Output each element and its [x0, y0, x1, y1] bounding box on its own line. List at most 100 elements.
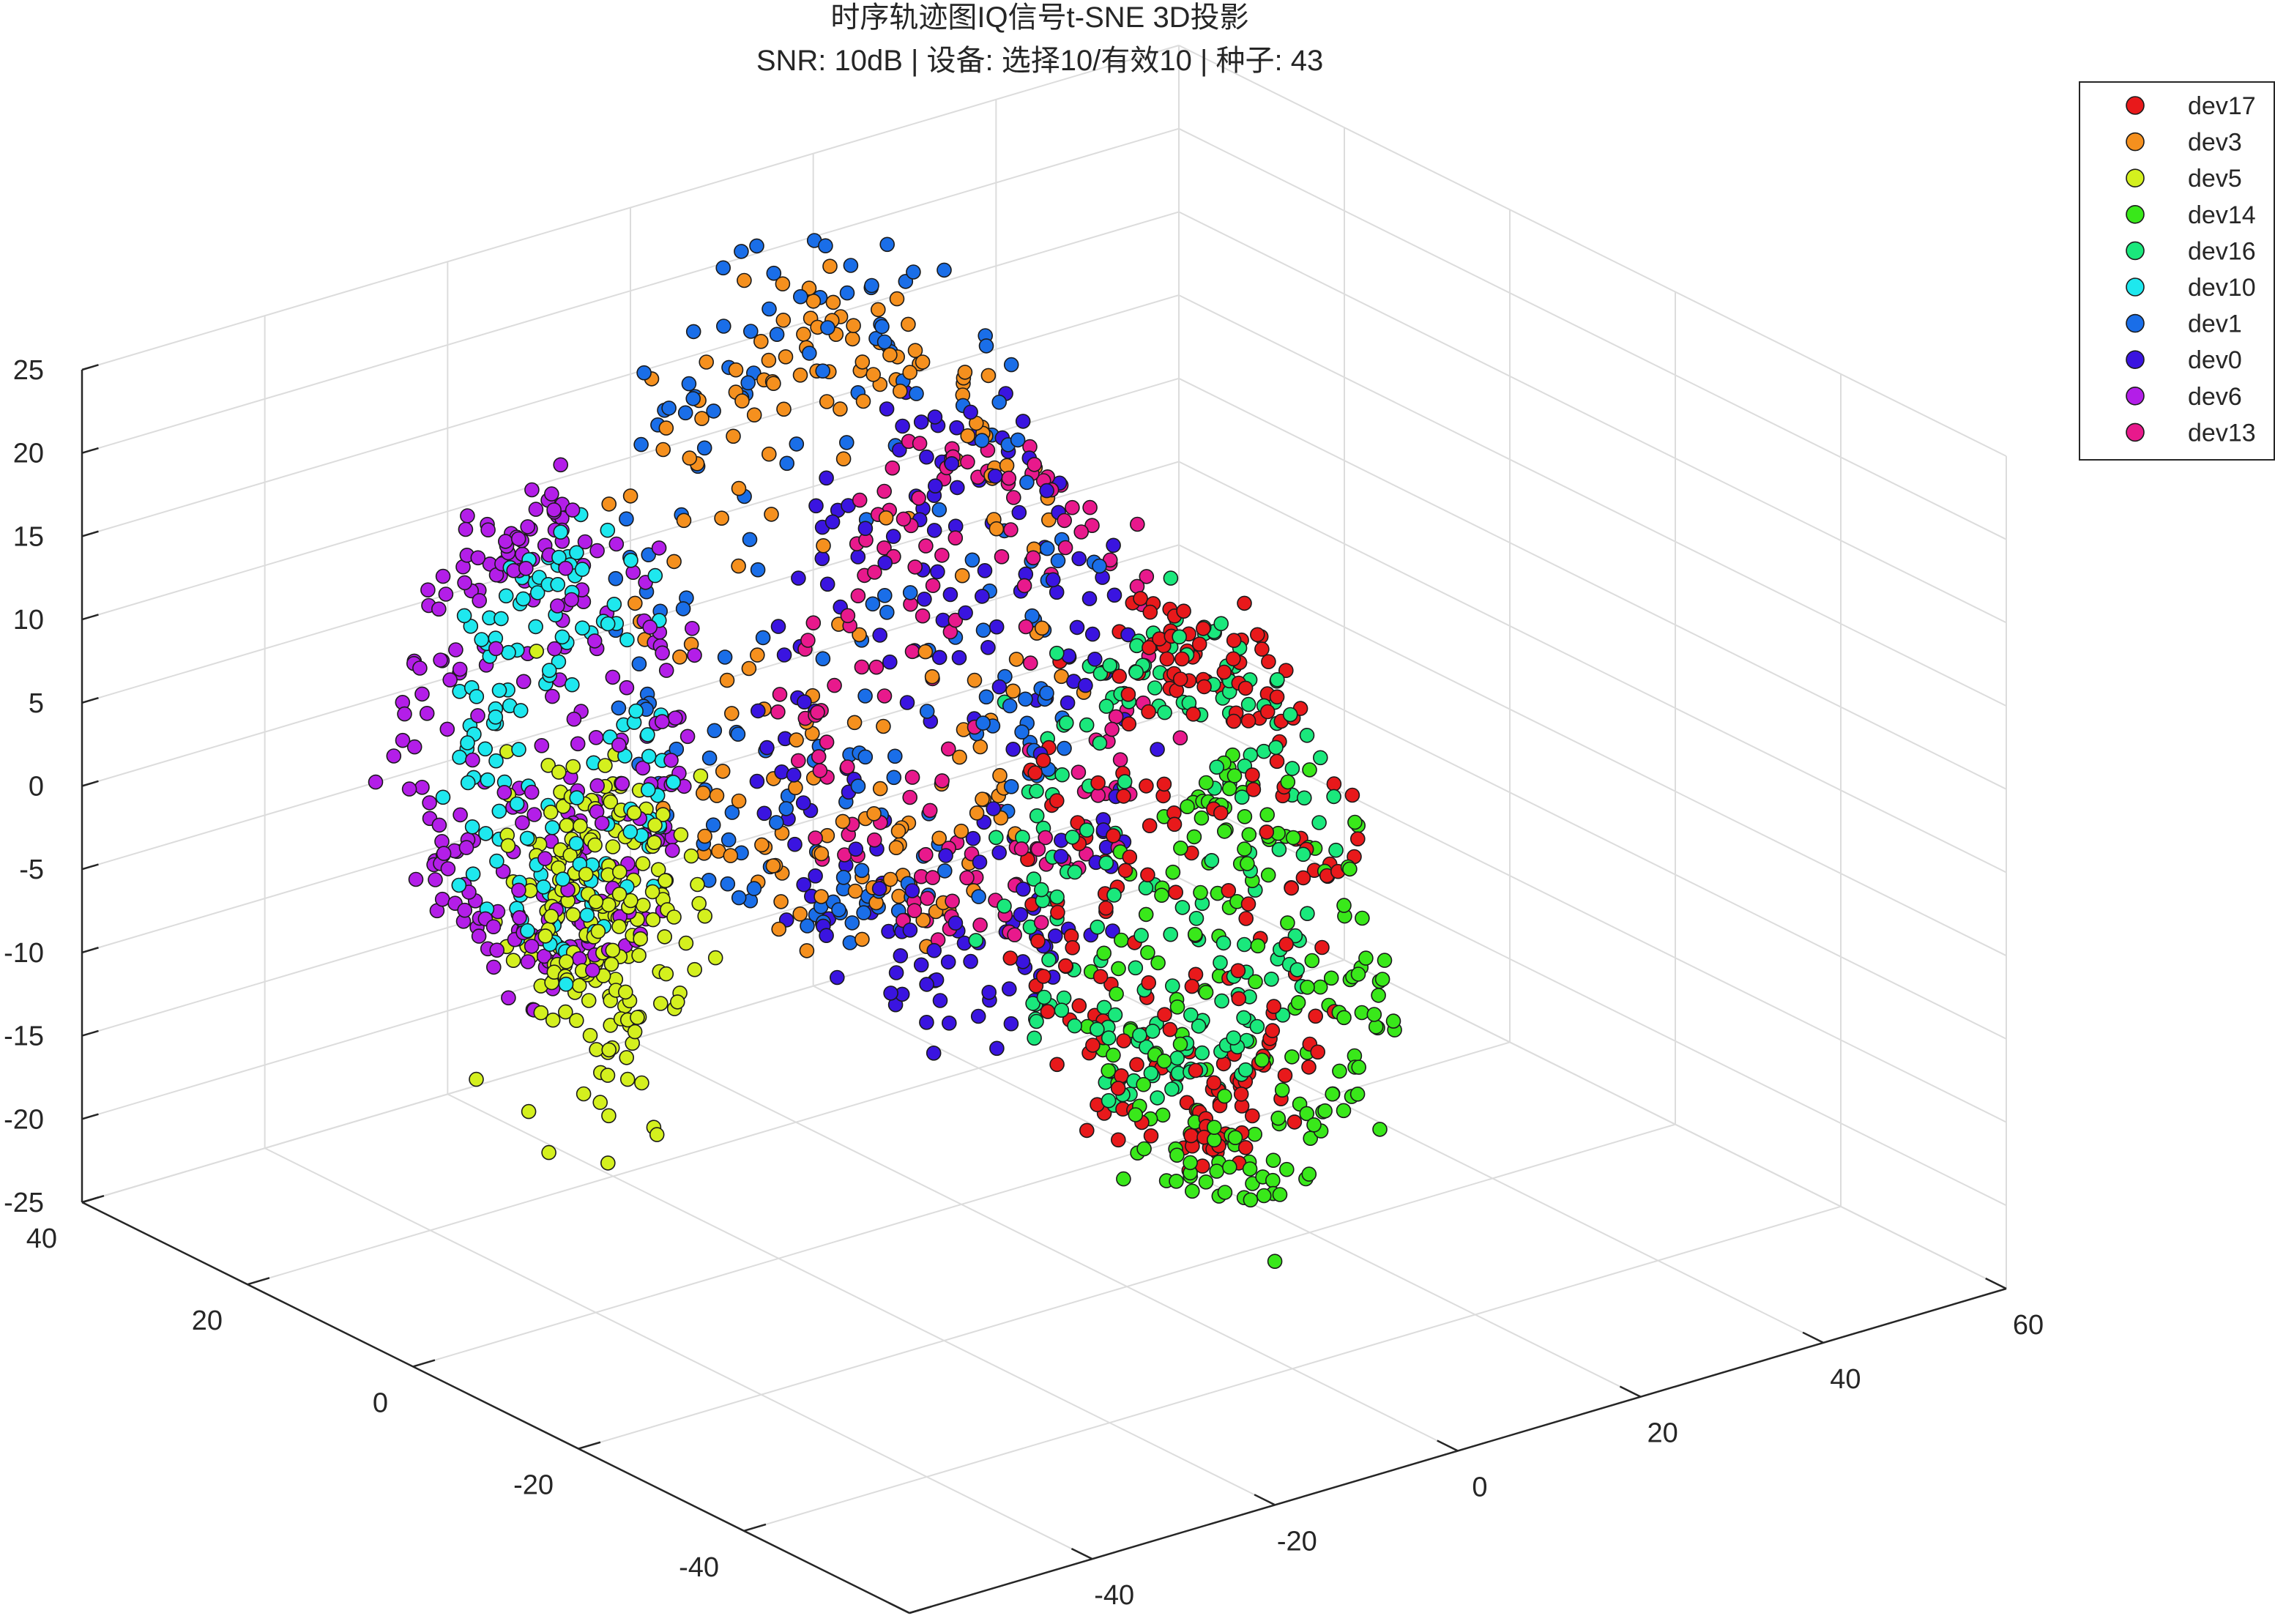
- data-point-dev5: [578, 866, 594, 882]
- data-point-dev14: [1207, 1120, 1222, 1135]
- data-point-dev5: [557, 1004, 573, 1020]
- data-point-dev16: [1132, 1027, 1147, 1043]
- data-point-dev1: [876, 334, 893, 350]
- data-point-dev17: [1278, 663, 1294, 679]
- data-point-dev14: [1109, 986, 1124, 1002]
- legend-box: [2079, 81, 2275, 461]
- data-point-dev10: [519, 830, 535, 846]
- data-point-dev16: [1138, 880, 1154, 895]
- data-point-dev17: [1142, 604, 1158, 620]
- data-point-dev5: [603, 956, 619, 972]
- data-point-dev16: [1174, 900, 1191, 915]
- data-point-dev17: [1172, 671, 1188, 687]
- data-point-dev17: [1230, 963, 1246, 978]
- data-point-dev16: [1264, 972, 1279, 987]
- data-point-dev6: [594, 816, 610, 831]
- data-point-dev17: [1185, 706, 1201, 722]
- data-point-dev3: [658, 420, 674, 436]
- data-point-dev17: [1308, 1008, 1323, 1024]
- data-point-dev0: [756, 805, 772, 822]
- data-point-dev3: [746, 407, 762, 423]
- data-point-dev0: [892, 442, 907, 458]
- data-point-dev3: [655, 442, 671, 458]
- side-wall-grid-z: [1178, 377, 2007, 790]
- data-point-dev14: [1221, 781, 1237, 797]
- data-point-dev0: [796, 876, 811, 893]
- data-point-dev3: [765, 858, 781, 874]
- data-point-dev14: [1284, 1049, 1300, 1065]
- back-wall-grid-z: [81, 211, 1180, 537]
- data-point-dev3: [682, 450, 698, 466]
- data-point-dev3: [753, 333, 769, 349]
- data-point-dev10: [528, 619, 543, 635]
- data-point-dev13: [1057, 540, 1073, 556]
- data-point-dev3: [627, 595, 643, 611]
- data-point-dev0: [893, 948, 909, 964]
- side-wall-grid-z: [1178, 627, 2007, 1040]
- side-wall-grid-z: [1178, 794, 2007, 1207]
- data-point-dev1: [696, 440, 712, 456]
- data-point-dev6: [588, 729, 604, 745]
- data-point-dev6: [687, 647, 702, 663]
- data-point-dev14: [1155, 1107, 1171, 1123]
- z-tick-mark: [81, 530, 99, 537]
- data-point-dev3: [871, 302, 886, 318]
- data-point-dev3: [676, 513, 692, 529]
- data-point-dev17: [1277, 1068, 1293, 1083]
- data-point-dev0: [932, 993, 948, 1008]
- data-point-dev5: [611, 864, 628, 880]
- data-point-dev17: [1106, 828, 1121, 843]
- data-point-dev6: [471, 928, 487, 944]
- data-point-dev5: [647, 817, 663, 833]
- data-point-dev16: [1098, 699, 1114, 714]
- data-point-dev10: [628, 703, 644, 719]
- data-point-dev5: [568, 1013, 584, 1028]
- data-point-dev6: [439, 721, 455, 737]
- data-point-dev0: [791, 570, 806, 586]
- data-point-dev1: [1050, 553, 1066, 569]
- data-point-dev13: [959, 870, 975, 886]
- data-point-dev17: [1110, 1081, 1126, 1096]
- data-point-dev3: [799, 943, 815, 958]
- floor-grid-x: [447, 1093, 1276, 1506]
- data-point-dev3: [819, 394, 835, 409]
- data-point-dev6: [401, 781, 417, 797]
- data-point-dev1: [749, 238, 764, 254]
- data-point-dev16: [1067, 864, 1083, 880]
- data-point-dev17: [1079, 1122, 1095, 1139]
- data-point-dev0: [1013, 906, 1029, 923]
- data-point-dev14: [1106, 1047, 1121, 1063]
- data-point-dev6: [457, 575, 472, 591]
- data-point-dev13: [960, 454, 975, 470]
- data-point-dev0: [931, 649, 947, 666]
- data-point-dev5: [521, 1103, 537, 1120]
- data-point-dev0: [919, 449, 934, 465]
- data-point-dev17: [1065, 940, 1080, 956]
- data-point-dev1: [931, 502, 947, 518]
- data-point-dev14: [1325, 1086, 1340, 1102]
- data-point-dev10: [551, 549, 567, 565]
- x-tick-mark: [1802, 1331, 1824, 1344]
- data-point-dev1: [975, 622, 991, 638]
- data-point-dev0: [885, 529, 901, 544]
- data-point-dev0: [980, 639, 996, 655]
- data-point-dev0: [947, 915, 964, 931]
- data-point-dev3: [835, 451, 852, 467]
- data-point-dev14: [1306, 1117, 1322, 1133]
- side-wall-grid-z: [1178, 544, 2007, 957]
- legend-marker-dev17: [2126, 96, 2145, 115]
- data-point-dev0: [991, 679, 1008, 695]
- data-point-dev0: [1002, 981, 1017, 997]
- x-tick-label: 60: [2013, 1310, 2044, 1341]
- data-point-dev1: [742, 532, 758, 548]
- data-point-dev5: [543, 909, 559, 924]
- data-point-dev17: [1129, 1057, 1144, 1073]
- data-point-dev1: [879, 604, 895, 620]
- data-point-dev6: [549, 598, 565, 614]
- data-point-dev6: [528, 502, 544, 517]
- data-point-dev6: [584, 962, 600, 978]
- data-point-dev0: [970, 1008, 986, 1024]
- data-point-dev3: [697, 828, 712, 844]
- data-point-dev1: [631, 656, 647, 672]
- data-point-dev14: [1302, 762, 1317, 778]
